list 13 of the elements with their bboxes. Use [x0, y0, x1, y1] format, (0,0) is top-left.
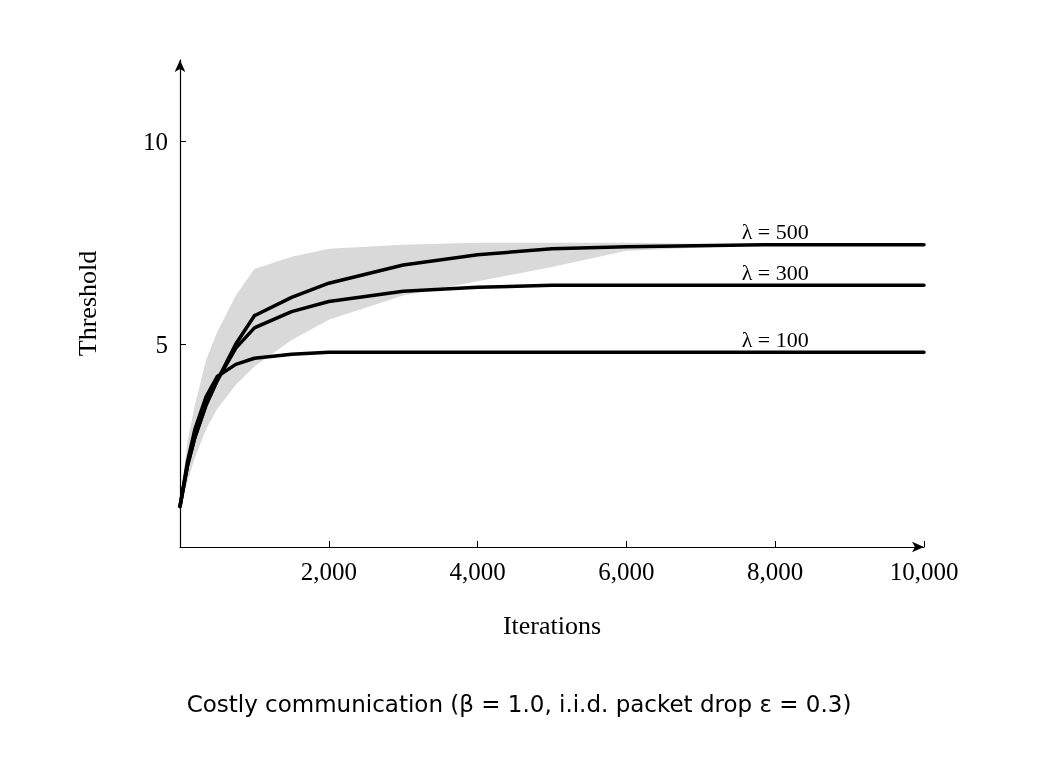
text: Costly communication (β = 1.0, i.i.d. packet drop ε = 0.3) [186, 690, 852, 717]
series-label: λ = 300 [741, 259, 809, 285]
x-axis-title: Iterations [502, 610, 602, 640]
series-label: λ = 500 [741, 219, 809, 245]
y-tick-label: 10 [143, 127, 168, 155]
series-label: λ = 100 [741, 326, 809, 352]
x-tick-label: 6,000 [598, 558, 655, 585]
x-tick-label: 8,000 [747, 558, 804, 585]
x-tick-label: 4,000 [449, 558, 506, 585]
x-tick-label: 10,000 [889, 558, 959, 585]
x-tick-label: 2,000 [300, 558, 357, 585]
y-axis-title: Threshold [72, 250, 102, 357]
y-tick-label: 5 [155, 330, 168, 358]
